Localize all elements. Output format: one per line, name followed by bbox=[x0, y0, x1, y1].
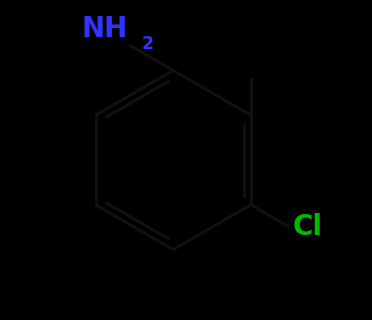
Text: 2: 2 bbox=[142, 35, 154, 53]
Text: Cl: Cl bbox=[293, 213, 323, 241]
Text: NH: NH bbox=[81, 15, 127, 43]
